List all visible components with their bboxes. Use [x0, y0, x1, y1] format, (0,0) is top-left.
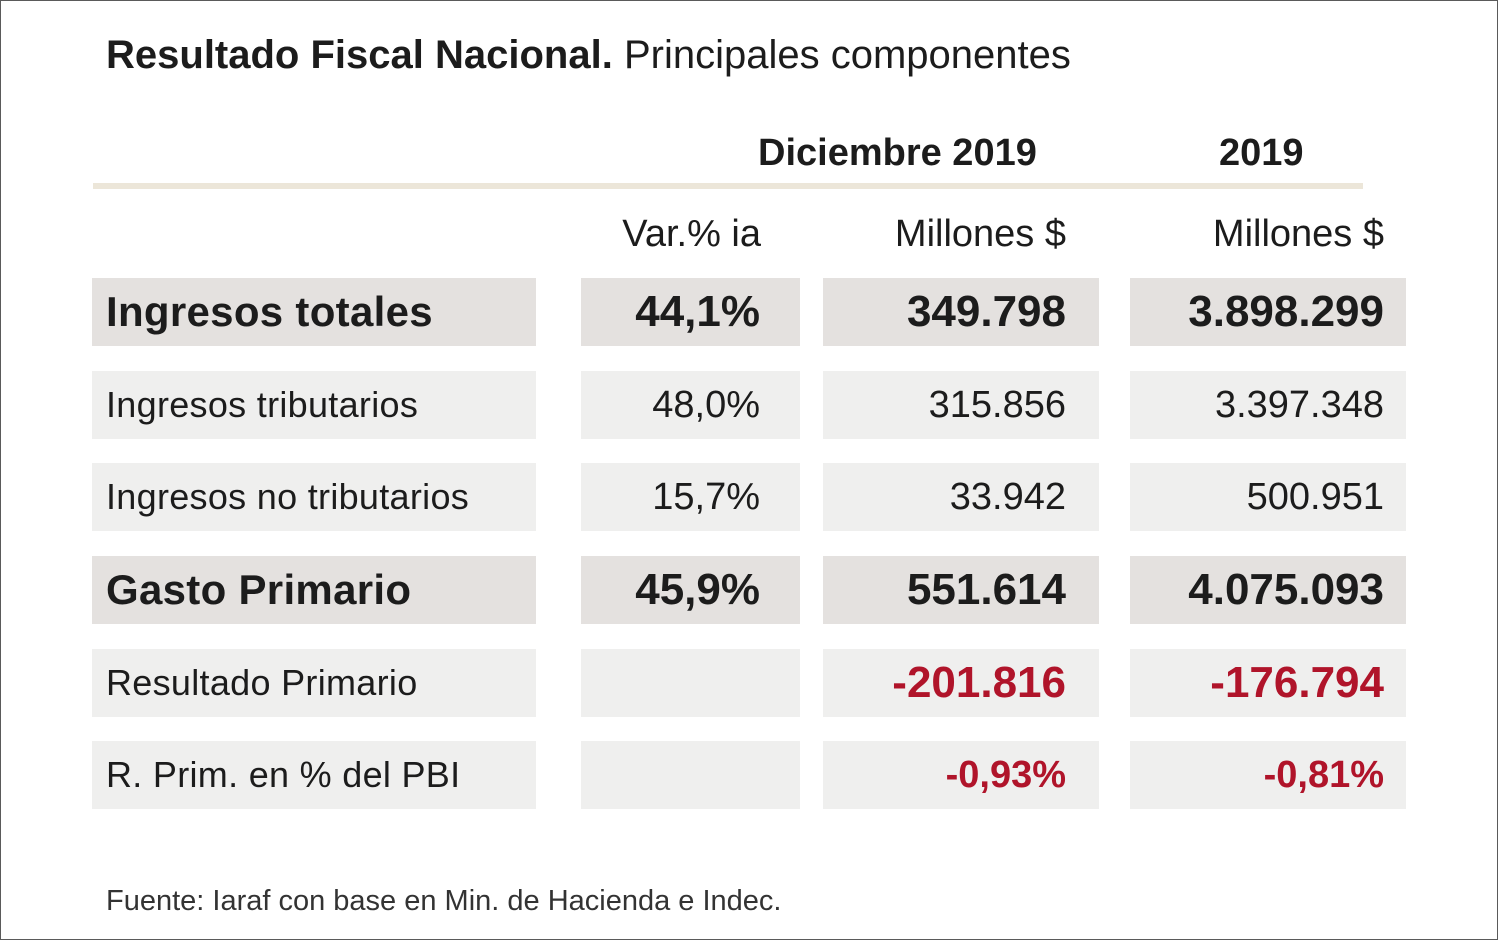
row-label-ingresos-no-tributarios: Ingresos no tributarios [92, 463, 536, 531]
title-main: Resultado Fiscal Nacional. [106, 33, 613, 77]
cell-var-resultado-primario [581, 649, 800, 717]
column-header-millones-dic: Millones $ [894, 213, 1066, 255]
row-label-ingresos-totales: Ingresos totales [92, 278, 536, 346]
cell-dic-r-prim-pbi: -0,93% [823, 741, 1099, 809]
cell-dic-gasto-primario: 551.614 [823, 556, 1099, 624]
cell-dic-resultado-primario: -201.816 [823, 649, 1099, 717]
row-label-gasto-primario: Gasto Primario [92, 556, 536, 624]
row-label-resultado-primario: Resultado Primario [92, 649, 536, 717]
column-header-var: Var.% ia [622, 213, 761, 255]
cell-var-ingresos-tributarios: 48,0% [581, 371, 800, 439]
cell-year-ingresos-no-tributarios: 500.951 [1130, 463, 1406, 531]
header-rule [93, 183, 1363, 189]
cell-year-gasto-primario: 4.075.093 [1130, 556, 1406, 624]
title-subtitle: Principales componentes [623, 33, 1071, 77]
cell-var-gasto-primario: 45,9% [581, 556, 800, 624]
cell-year-ingresos-tributarios: 3.397.348 [1130, 371, 1406, 439]
row-label-ingresos-tributarios: Ingresos tributarios [92, 371, 536, 439]
chart-title: Resultado Fiscal Nacional. Principales c… [106, 35, 1071, 75]
cell-year-ingresos-totales: 3.898.299 [1130, 278, 1406, 346]
source-note: Fuente: Iaraf con base en Min. de Hacien… [106, 885, 782, 917]
cell-var-ingresos-no-tributarios: 15,7% [581, 463, 800, 531]
cell-dic-ingresos-no-tributarios: 33.942 [823, 463, 1099, 531]
cell-year-resultado-primario: -176.794 [1130, 649, 1406, 717]
period-header-december: Diciembre 2019 [758, 132, 1037, 174]
cell-dic-ingresos-tributarios: 315.856 [823, 371, 1099, 439]
cell-var-ingresos-totales: 44,1% [581, 278, 800, 346]
column-header-millones-year: Millones $ [1212, 213, 1384, 255]
period-header-year: 2019 [1219, 132, 1304, 174]
cell-year-r-prim-pbi: -0,81% [1130, 741, 1406, 809]
cell-dic-ingresos-totales: 349.798 [823, 278, 1099, 346]
cell-var-r-prim-pbi [581, 741, 800, 809]
row-label-r-prim-pbi: R. Prim. en % del PBI [92, 741, 536, 809]
